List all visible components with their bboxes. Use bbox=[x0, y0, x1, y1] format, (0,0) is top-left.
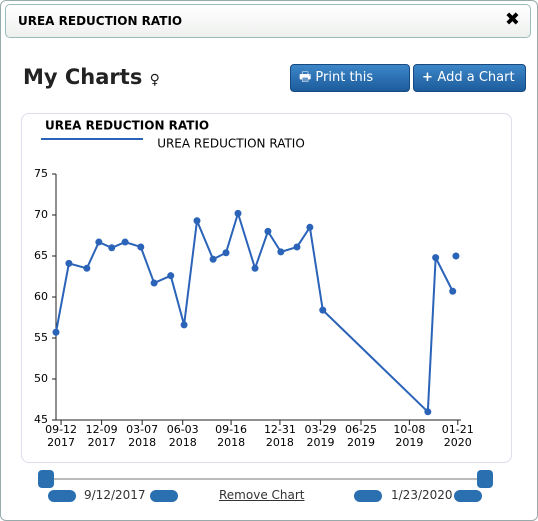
data-point bbox=[432, 254, 440, 262]
x-tick-label-line: 03-29 bbox=[304, 423, 336, 436]
x-tick-label: 10-08 2019 bbox=[393, 423, 425, 449]
data-point bbox=[52, 328, 60, 336]
y-tick-label: 45 bbox=[34, 413, 48, 426]
x-tick-label: 06-03 2018 bbox=[167, 423, 199, 449]
y-tick-label: 55 bbox=[34, 331, 48, 344]
x-tick-label: 12-31 2018 bbox=[264, 423, 296, 449]
data-point bbox=[234, 209, 242, 217]
chart-panel bbox=[21, 113, 512, 463]
data-point bbox=[121, 238, 129, 246]
data-point bbox=[277, 248, 285, 256]
y-tick-label: 70 bbox=[34, 208, 48, 221]
y-tick-label: 65 bbox=[34, 249, 48, 262]
legend-label[interactable]: UREA REDUCTION RATIO bbox=[45, 119, 209, 133]
data-point bbox=[293, 243, 301, 251]
x-tick-label-line: 09-16 bbox=[215, 423, 247, 436]
x-tick-label-line: 2018 bbox=[169, 436, 197, 449]
data-point bbox=[264, 227, 272, 235]
slider-handle[interactable] bbox=[477, 470, 493, 488]
x-tick-label-line: 12-31 bbox=[264, 423, 296, 436]
title-bar: UREA REDUCTION RATIO ✖ bbox=[5, 4, 531, 38]
y-tick-label: 50 bbox=[34, 372, 48, 385]
start-stepper[interactable] bbox=[150, 490, 178, 502]
x-tick-label-line: 2018 bbox=[128, 436, 156, 449]
x-tick-label-line: 10-08 bbox=[393, 423, 425, 436]
data-point bbox=[193, 217, 201, 225]
x-tick-label: 01-21 2020 bbox=[442, 423, 474, 449]
print-button[interactable]: 🖶 Print this Chart bbox=[290, 64, 410, 111]
x-tick-label: 06-25 2019 bbox=[345, 423, 377, 449]
data-point bbox=[95, 238, 103, 246]
series-line bbox=[56, 213, 456, 411]
bulb-icon[interactable]: ♀ bbox=[149, 72, 160, 88]
heading: My Charts ♀ bbox=[23, 65, 160, 89]
x-tick-label-line: 03-07 bbox=[126, 423, 158, 436]
end-stepper[interactable] bbox=[454, 490, 482, 502]
start-date: 9/12/2017 bbox=[84, 488, 146, 502]
data-point bbox=[209, 255, 217, 263]
x-tick-label-line: 2019 bbox=[306, 436, 334, 449]
data-point bbox=[319, 306, 327, 314]
x-tick-label-line: 2018 bbox=[266, 436, 294, 449]
data-point bbox=[251, 264, 259, 272]
x-tick-label-line: 06-03 bbox=[167, 423, 199, 436]
x-tick-label-line: 09-12 bbox=[45, 423, 77, 436]
heading-text: My Charts bbox=[23, 65, 143, 89]
x-tick-label-line: 12-09 bbox=[86, 423, 118, 436]
data-point bbox=[424, 408, 432, 416]
x-tick-label-line: 2017 bbox=[88, 436, 116, 449]
x-tick-label-line: 2019 bbox=[347, 436, 375, 449]
chart-title: UREA REDUCTION RATIO bbox=[157, 137, 305, 151]
y-tick-label: 60 bbox=[34, 290, 48, 303]
add-button[interactable]: + Add a Chart bbox=[413, 64, 526, 92]
x-tick-label: 12-09 2017 bbox=[86, 423, 118, 449]
start-stepper[interactable] bbox=[48, 490, 76, 502]
data-point bbox=[65, 259, 73, 267]
data-point bbox=[180, 321, 188, 329]
remove-link[interactable]: Remove Chart bbox=[219, 488, 305, 502]
slider-handle[interactable] bbox=[38, 470, 54, 488]
x-tick-label: 09-12 2017 bbox=[45, 423, 77, 449]
x-tick-label-line: 2017 bbox=[47, 436, 75, 449]
x-tick-label: 09-16 2018 bbox=[215, 423, 247, 449]
end-stepper[interactable] bbox=[354, 490, 382, 502]
x-tick-label-line: 2019 bbox=[395, 436, 423, 449]
data-point bbox=[108, 244, 116, 252]
data-point bbox=[137, 243, 145, 251]
data-point bbox=[452, 252, 460, 260]
data-point bbox=[83, 264, 91, 272]
window-title: UREA REDUCTION RATIO bbox=[18, 14, 183, 28]
button-label: Add a Chart bbox=[437, 70, 515, 85]
x-tick-label-line: 06-25 bbox=[345, 423, 377, 436]
x-tick-label: 03-07 2018 bbox=[126, 423, 158, 449]
x-tick-label: 03-29 2019 bbox=[304, 423, 336, 449]
end-date: 1/23/2020 bbox=[391, 488, 453, 502]
data-point bbox=[306, 223, 314, 231]
data-point bbox=[222, 249, 230, 257]
close-button[interactable]: ✖ bbox=[504, 9, 520, 30]
data-point bbox=[167, 272, 175, 280]
y-tick-label: 75 bbox=[34, 167, 48, 180]
x-tick-label-line: 2020 bbox=[444, 436, 472, 449]
x-tick-label-line: 2018 bbox=[217, 436, 245, 449]
x-tick-label-line: 01-21 bbox=[442, 423, 474, 436]
button-label: Print this Chart bbox=[291, 70, 374, 111]
data-point bbox=[449, 287, 457, 295]
data-point bbox=[150, 279, 158, 287]
